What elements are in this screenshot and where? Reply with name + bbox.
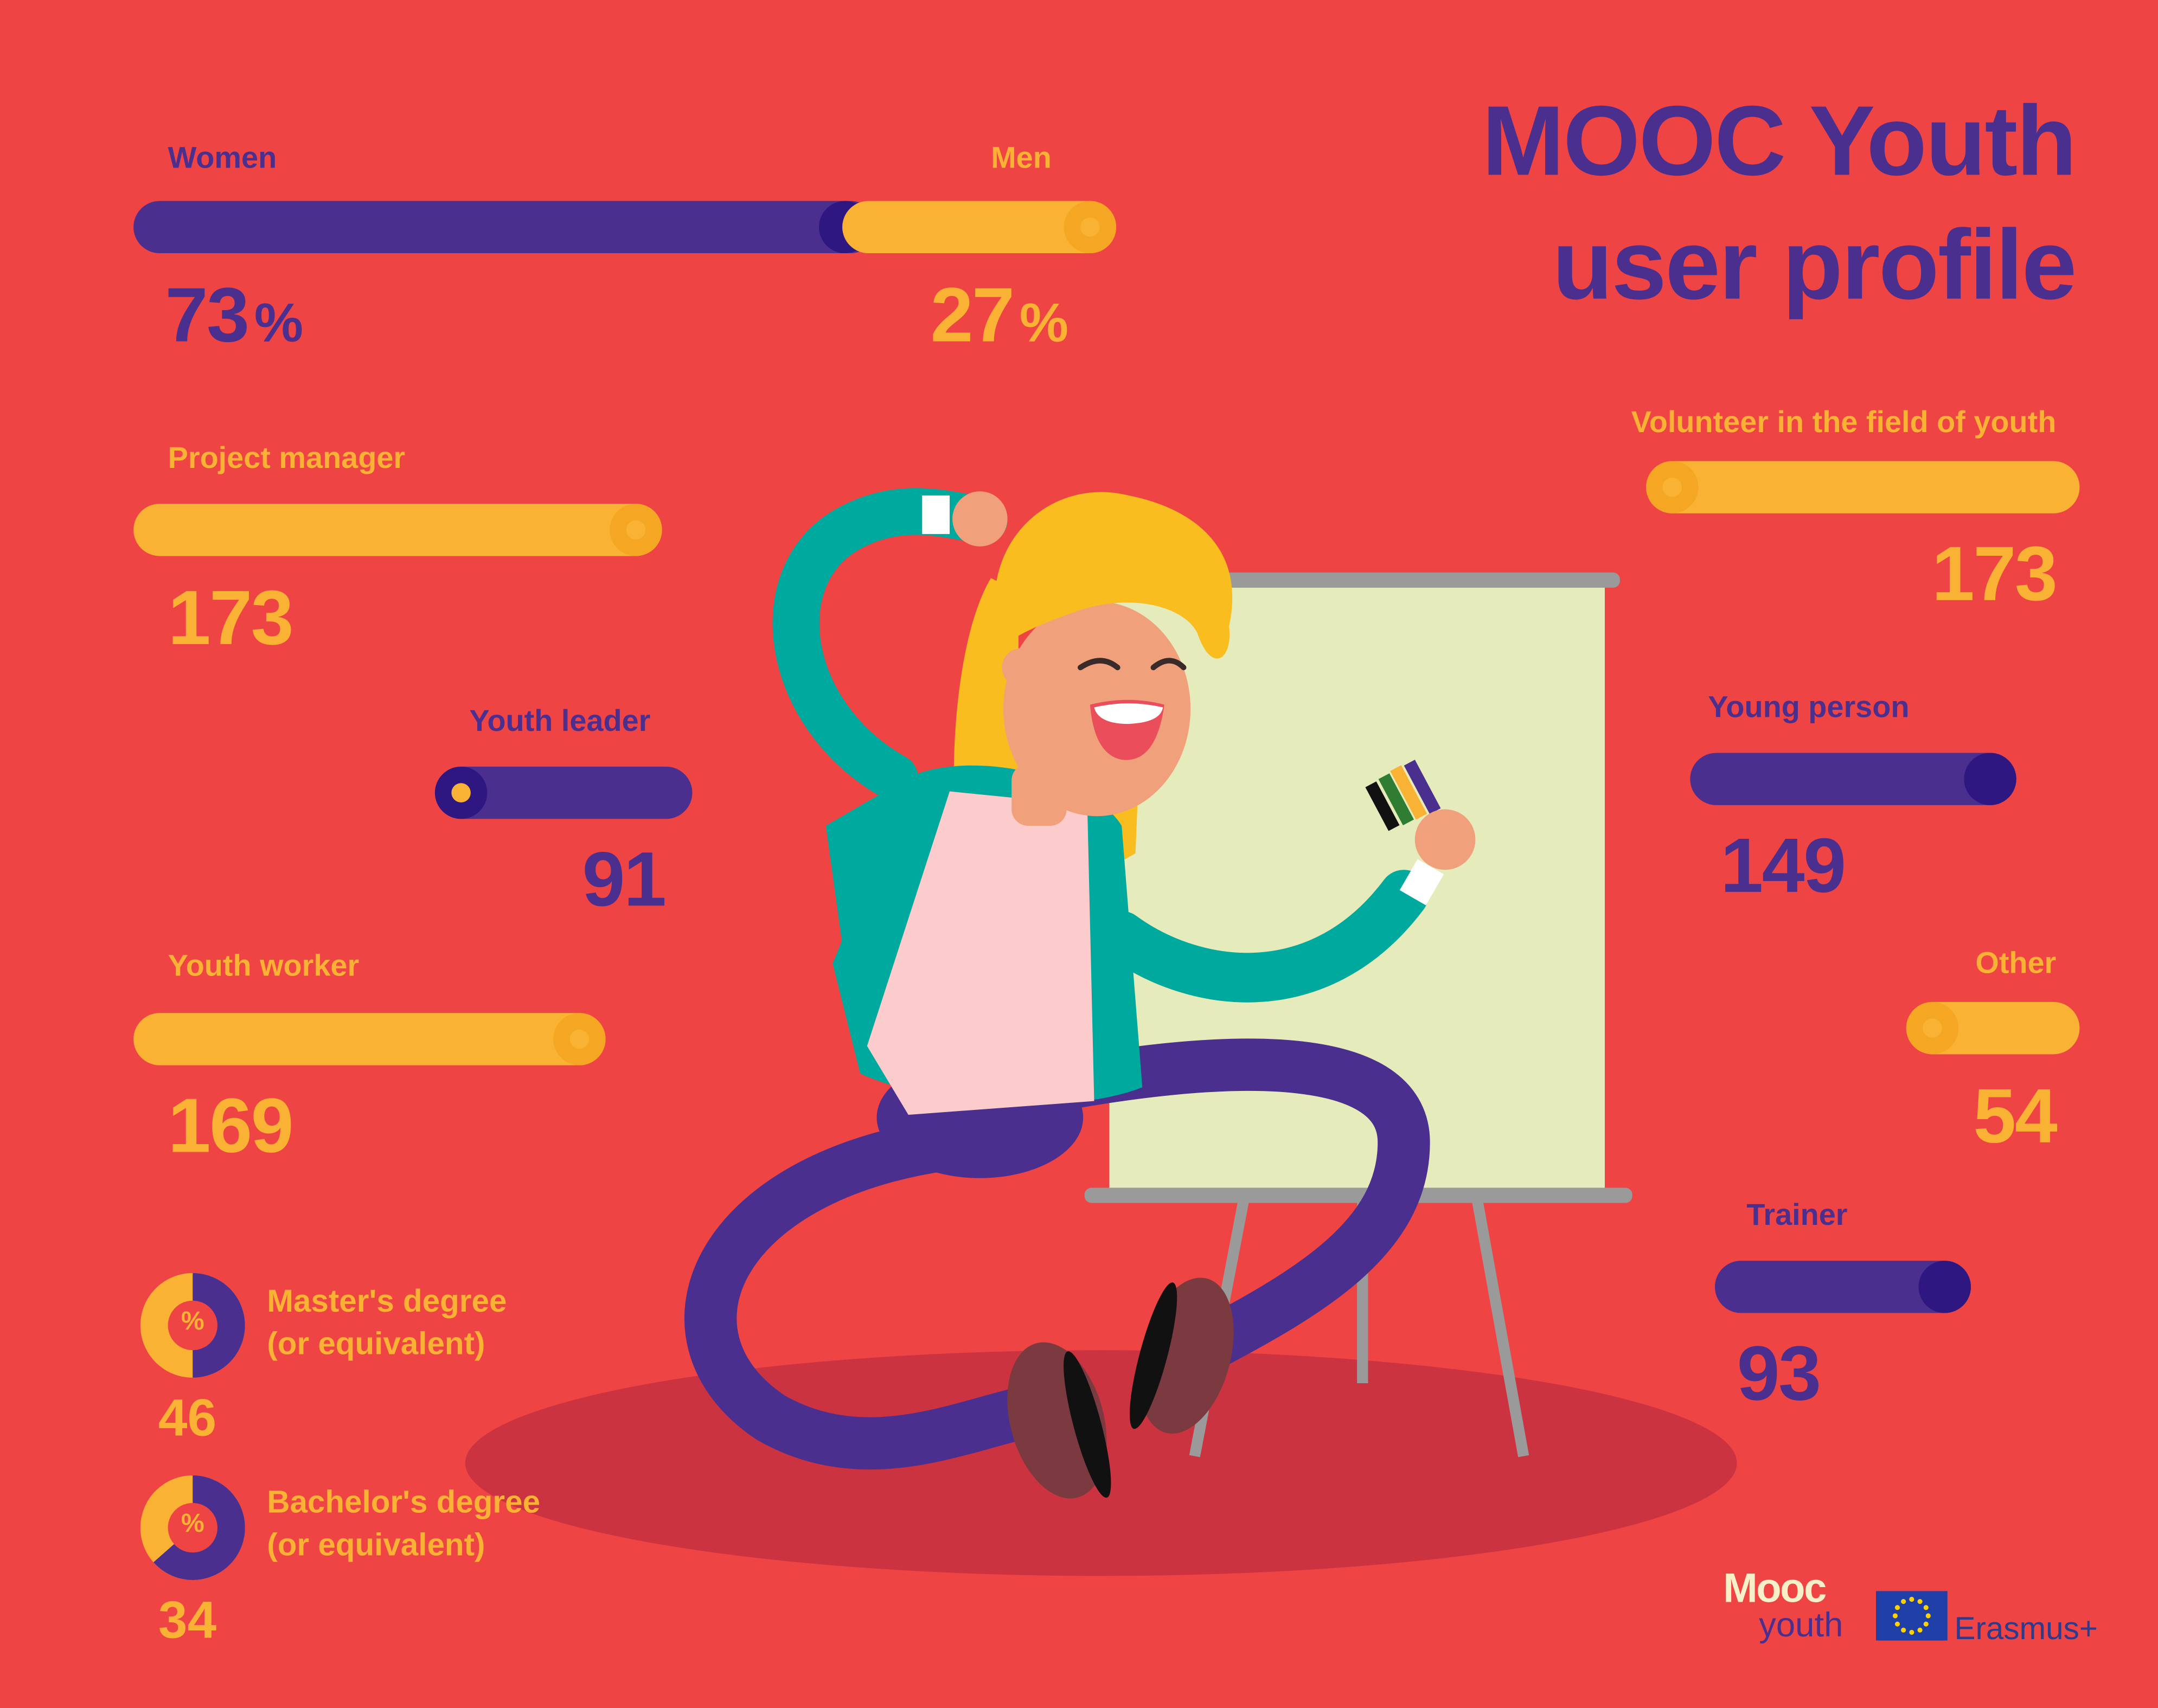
other-label: Other: [1975, 945, 2057, 980]
women-unit: %: [254, 293, 304, 354]
eu-flag-icon: [1875, 1591, 1948, 1641]
master-degree-value: 46: [158, 1390, 217, 1448]
youth-logo-text: youth: [1759, 1606, 1843, 1645]
bachelor-degree-symbol: %: [181, 1510, 204, 1539]
master-degree-line-2: (or equivalent): [267, 1325, 485, 1362]
men-stat: 27 %: [930, 270, 1068, 359]
trainer-value: 93: [1737, 1329, 1822, 1416]
women-label: Women: [168, 140, 277, 175]
volunteer-label: Volunteer in the field of youth: [1631, 404, 2057, 439]
young-person-bar: [1690, 753, 2016, 805]
project-manager-bar: [133, 504, 662, 556]
youth-leader-bar: [434, 766, 693, 819]
men-label: Men: [991, 140, 1052, 175]
master-degree-pie-icon: [140, 1273, 245, 1378]
mooc-youth-logo: Mooc youth: [1723, 1566, 1843, 1645]
title-line-1: MOOC Youth: [1482, 86, 2077, 197]
trainer-bar: [1714, 1261, 1971, 1313]
youth-leader-label: Youth leader: [469, 703, 651, 738]
master-degree-line-1: Master's degree: [267, 1282, 507, 1319]
gender-bar: [133, 201, 1117, 254]
youth-worker-bar: [133, 1013, 606, 1065]
markers-icon: [1365, 760, 1441, 831]
youth-worker-knob: [553, 1013, 606, 1065]
master-degree-symbol: %: [181, 1307, 204, 1337]
youth-leader-knob: [434, 766, 488, 819]
other-value: 54: [1973, 1072, 2058, 1159]
trainer-label: Trainer: [1746, 1197, 1848, 1232]
youth-leader-value: 91: [582, 835, 667, 922]
young-person-knob: [1964, 753, 2016, 805]
bachelor-degree-pie-icon: [140, 1475, 245, 1580]
mooc-logo-text: Mooc: [1723, 1566, 1827, 1612]
young-person-value: 149: [1720, 821, 1846, 909]
bachelor-degree-label: Bachelor's degree (or equivalent): [267, 1481, 540, 1566]
bachelor-degree-line-2: (or equivalent): [267, 1526, 485, 1562]
young-person-label: Young person: [1708, 689, 1910, 724]
youth-worker-label: Youth worker: [168, 948, 360, 983]
volunteer-knob: [1646, 461, 1699, 513]
title-line-2: user profile: [1552, 210, 2077, 321]
women-stat: 73 %: [165, 270, 304, 359]
men-bar-knob: [1064, 201, 1117, 254]
youth-worker-value: 169: [168, 1082, 294, 1169]
volunteer-bar: [1646, 461, 2080, 513]
bachelor-degree-line-1: Bachelor's degree: [267, 1484, 541, 1520]
men-unit: %: [1019, 293, 1069, 354]
project-manager-knob: [610, 504, 662, 556]
women-value: 73: [165, 271, 250, 358]
men-value: 27: [930, 271, 1015, 358]
other-bar: [1906, 1001, 2080, 1055]
erasmus-logo-text: Erasmus+: [1954, 1610, 2098, 1646]
volunteer-value: 173: [1931, 530, 2058, 617]
master-degree-label: Master's degree (or equivalent): [267, 1280, 507, 1365]
other-knob: [1906, 1001, 1959, 1055]
trainer-knob: [1918, 1261, 1971, 1313]
bachelor-degree-value: 34: [158, 1592, 217, 1651]
project-manager-label: Project manager: [168, 440, 406, 475]
women-bar: [133, 201, 877, 254]
project-manager-value: 173: [168, 574, 294, 661]
page-title: MOOC Youth user profile: [1482, 80, 2077, 328]
